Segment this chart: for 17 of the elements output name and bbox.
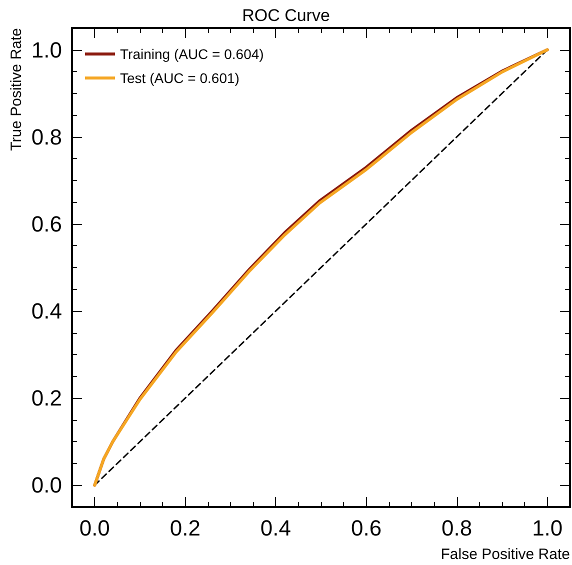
y-axis-title: True Positive Rate: [8, 28, 25, 151]
chart-title: ROC Curve: [242, 6, 330, 25]
legend-label: Training (AUC = 0.604): [120, 46, 264, 62]
y-tick-label: 0.0: [31, 472, 62, 498]
x-tick-label: 0.6: [350, 516, 382, 540]
x-axis-title: False Positive Rate: [440, 546, 570, 563]
legend-label: Test (AUC = 0.601): [120, 70, 240, 86]
y-tick-label: 0.4: [31, 298, 62, 324]
x-tick-label: 0.0: [79, 516, 110, 540]
x-tick-label: 1.0: [532, 516, 563, 540]
y-tick-label: 0.8: [31, 124, 62, 150]
y-tick-label: 0.6: [31, 211, 62, 236]
x-tick-label: 0.4: [260, 516, 292, 540]
x-tick-label: 0.8: [442, 516, 472, 540]
y-tick-label: 1.0: [31, 37, 62, 62]
x-tick-label: 0.2: [170, 516, 200, 540]
y-tick-label: 0.2: [31, 386, 62, 411]
